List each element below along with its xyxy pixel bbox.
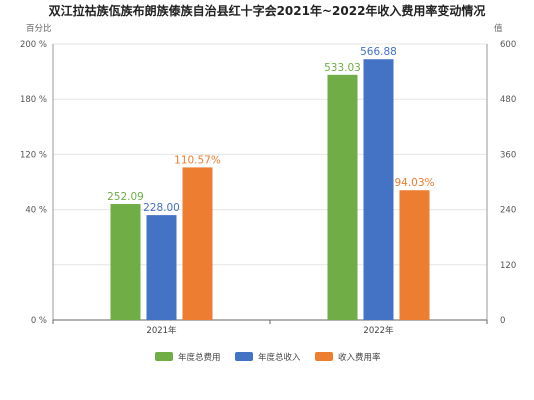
right-axis-name: 值 <box>494 23 503 34</box>
legend-item[interactable]: 年度总费用 <box>155 352 221 363</box>
bars <box>110 59 430 320</box>
x-tick-label: 2021年 <box>146 325 177 336</box>
bar[interactable] <box>327 74 358 320</box>
x-tick-label: 2022年 <box>363 325 394 336</box>
right-tick-label: 600 <box>500 40 516 50</box>
right-tick-label: 480 <box>500 95 516 105</box>
legend-swatch <box>315 352 333 361</box>
legend-item[interactable]: 年度总收入 <box>235 352 301 363</box>
left-tick-label: 180 % <box>20 95 47 105</box>
left-tick-label: 120 % <box>20 150 47 160</box>
legend-swatch <box>155 352 173 361</box>
left-tick-label: 0 % <box>31 316 47 326</box>
right-tick-label: 0 <box>500 316 505 326</box>
left-tick-label: 40 % <box>25 206 47 216</box>
bar[interactable] <box>146 215 177 320</box>
data-label: 566.88 <box>360 46 397 58</box>
right-tick-label: 240 <box>500 206 516 216</box>
axes: 600 480 360 240 120 0 200 % 180 % 120 % 40 % 0 % 20… <box>20 40 516 336</box>
bar[interactable] <box>399 190 430 320</box>
data-label: 94.03% <box>394 177 434 189</box>
data-label: 252.09 <box>107 191 144 203</box>
legend-label: 年度总费用 <box>178 352 221 363</box>
data-label: 228.00 <box>143 202 180 214</box>
bar[interactable] <box>182 167 213 320</box>
legend-label: 年度总收入 <box>258 352 301 363</box>
data-labels: 252.09 533.03 228.00 566.88 110.57% 94.03% <box>107 46 434 214</box>
bar[interactable] <box>363 59 394 320</box>
legend-label: 收入费用率 <box>338 352 381 363</box>
right-tick-label: 120 <box>500 261 516 271</box>
data-label: 110.57% <box>174 154 221 166</box>
legend[interactable]: 年度总费用 年度总收入 收入费用率 <box>155 352 381 363</box>
chart-title: 双江拉祜族佤族布朗族傣族自治县红十字会2021年~2022年收入费用率变动情况 <box>49 3 486 18</box>
legend-swatch <box>235 352 253 361</box>
legend-item[interactable]: 收入费用率 <box>315 352 381 363</box>
left-tick-label: 200 % <box>20 40 47 50</box>
data-label: 533.03 <box>324 62 361 74</box>
bar[interactable] <box>110 204 141 320</box>
right-tick-label: 360 <box>500 150 516 160</box>
left-axis-name: 百分比 <box>26 23 52 34</box>
